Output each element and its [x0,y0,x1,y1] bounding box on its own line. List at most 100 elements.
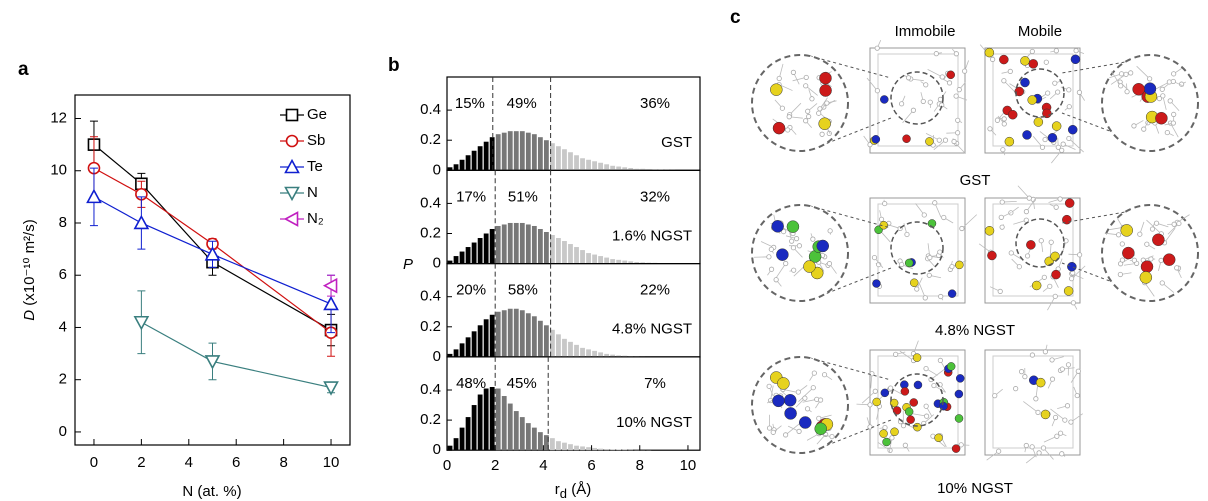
bar [634,262,640,264]
x-label-subscript: d [560,486,567,501]
bar [616,259,622,264]
grey-atom [766,254,772,260]
grey-atom [1048,239,1054,245]
grey-atom [803,118,809,124]
bar [471,331,477,357]
atom [1004,136,1015,147]
bar [616,449,622,451]
bar [471,150,477,171]
marker [204,246,221,261]
atom [913,380,923,390]
x-axis-label: N (at. %) [182,483,241,500]
atom [1067,261,1077,272]
grey-atom [1026,195,1032,201]
y-tick-label: 0.4 [420,194,441,211]
grey-atom [1123,71,1129,77]
grey-atom [1047,283,1053,289]
bar [598,162,604,171]
bar [562,442,567,451]
y-tick-label: 0.4 [420,101,441,118]
atom [1020,77,1030,88]
x-tick-label: 2 [137,454,145,471]
grey-atom [1176,220,1182,227]
atom [1067,124,1078,135]
grey-atom [1018,369,1025,375]
fraction-label: 20% [456,282,486,299]
bar [507,222,513,264]
atom [934,433,943,443]
atom [771,220,784,233]
bar [447,167,453,171]
atom [890,427,899,437]
panel-label: c [730,7,741,28]
grey-atom [955,130,961,136]
zoom-line [1061,205,1161,224]
atom [1022,130,1032,140]
grey-atom [1059,147,1065,153]
atom [954,414,964,423]
bar [453,349,459,357]
grey-atom [1052,80,1058,86]
bar [543,140,549,171]
atom [1140,260,1154,273]
bar [598,256,604,264]
bar [489,386,495,451]
column-label: Mobile [1018,23,1062,40]
grey-atom [1073,48,1079,54]
atom [946,70,955,80]
grey-atom [958,442,964,448]
bond [785,422,801,436]
bar [507,131,513,171]
grey-atom [785,127,791,133]
grey-atom [1054,433,1060,439]
panel-label: b [388,55,400,76]
grey-atom [927,254,933,261]
x-tick-label: 0 [90,454,98,471]
grey-atom [783,432,789,438]
bond [789,102,802,115]
y-tick-label: 0.2 [420,318,441,335]
grey-atom [923,365,929,372]
bar [531,225,537,264]
bar [519,310,525,357]
y-tick-label: 0 [433,348,441,365]
grey-atom [796,243,802,249]
grey-atom [1065,362,1072,368]
grey-atom [766,383,772,389]
grey-atom [878,216,885,222]
grey-atom [1147,76,1153,82]
grey-atom [924,413,930,419]
atom [1027,95,1037,105]
grey-atom [816,110,822,116]
marker [133,315,150,331]
atom [816,239,830,253]
grey-atom [1158,257,1164,264]
fraction-label: 22% [640,282,670,299]
y-tick-label: 2 [59,371,67,388]
grey-atom [791,267,797,273]
grey-atom [1042,349,1048,355]
grey-atom [802,395,808,401]
bar [471,242,477,264]
grey-atom [951,138,957,145]
grey-atom [786,114,792,120]
grey-atom [817,106,823,112]
bar [543,325,549,357]
grey-atom [766,425,773,431]
grey-atom [1055,89,1061,95]
bar [459,343,465,357]
bar [495,225,501,264]
grey-atom [805,108,811,114]
bar [495,311,501,357]
series-line [141,321,332,389]
bar [513,222,519,264]
grey-atom [776,75,782,82]
grey-atom [1159,280,1165,286]
grey-atom [1159,86,1165,92]
grey-atom [953,93,959,99]
bar [592,350,597,357]
atom [954,389,964,399]
bar [556,146,561,171]
atom [925,137,934,146]
bar [580,347,585,357]
